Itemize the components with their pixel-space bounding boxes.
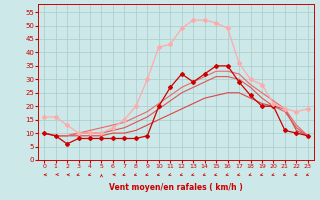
X-axis label: Vent moyen/en rafales ( km/h ): Vent moyen/en rafales ( km/h )	[109, 183, 243, 192]
